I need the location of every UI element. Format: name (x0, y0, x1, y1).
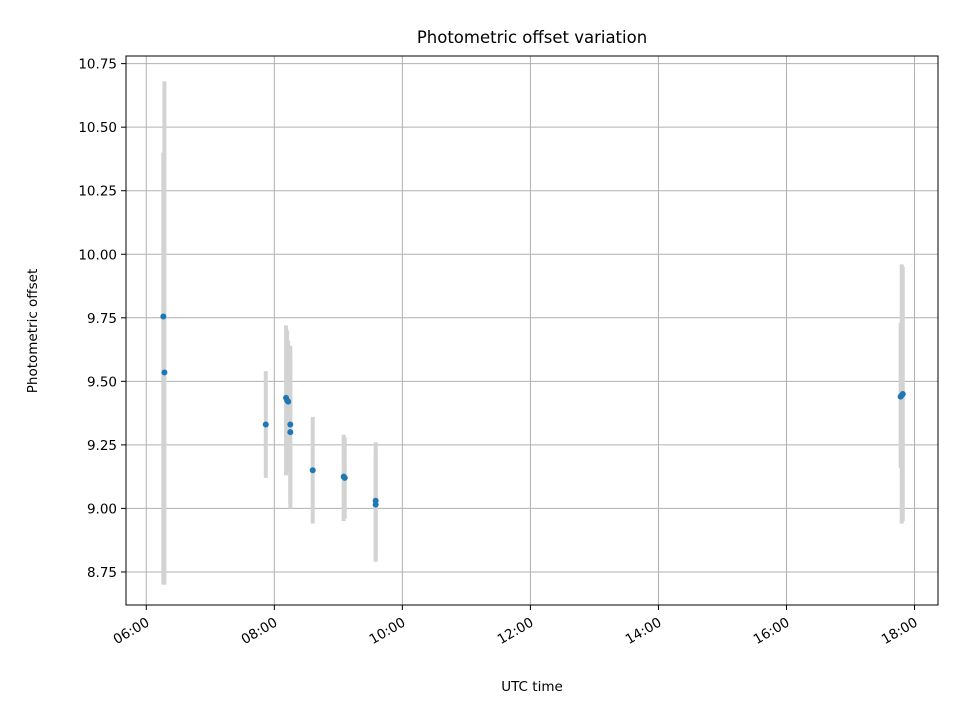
y-tick-label: 9.75 (87, 311, 117, 327)
chart-title: Photometric offset variation (417, 28, 647, 47)
data-point (341, 474, 348, 481)
y-axis-label: Photometric offset (25, 269, 41, 393)
y-tick-label: 10.75 (78, 57, 117, 73)
data-point (262, 421, 269, 428)
y-tick-label: 10.25 (78, 184, 117, 200)
plot-frame (125, 55, 939, 606)
data-point (899, 391, 906, 398)
y-tick-label: 10.00 (78, 247, 117, 263)
y-tick-label: 8.75 (87, 565, 117, 581)
data-point (287, 421, 294, 428)
grid (126, 56, 938, 605)
y-tick-label: 10.50 (78, 120, 117, 136)
y-axis: 8.75 9.00 9.25 9.50 9.75 10.00 10.25 10.50 10.75 (78, 57, 126, 581)
data-points (160, 313, 906, 508)
data-point (372, 501, 379, 508)
data-point (160, 313, 167, 320)
data-point (285, 398, 292, 405)
y-tick-label: 9.25 (87, 438, 117, 454)
data-point (287, 429, 294, 436)
data-point (161, 369, 168, 376)
y-tick-label: 9.00 (87, 501, 117, 517)
data-point (309, 467, 316, 474)
x-axis-label: UTC time (501, 679, 563, 695)
y-tick-label: 9.50 (87, 374, 117, 390)
